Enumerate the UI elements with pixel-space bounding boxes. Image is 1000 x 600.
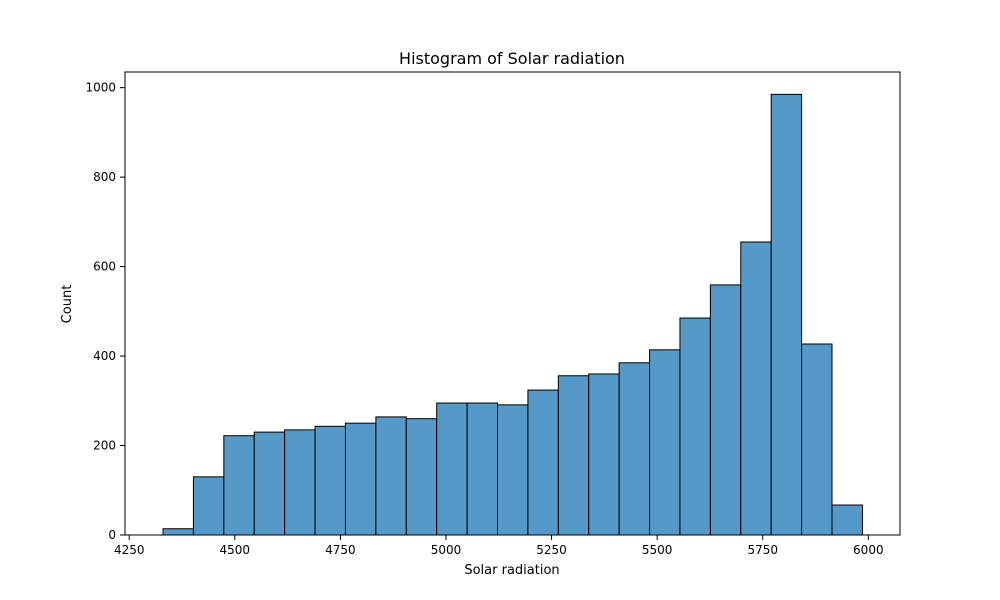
histogram-bar xyxy=(344,422,377,536)
histogram-bar xyxy=(588,373,620,536)
y-tick-label: 1000 xyxy=(85,81,116,95)
x-tick-label: 4750 xyxy=(325,543,356,557)
y-tick-label: 400 xyxy=(93,349,116,363)
y-tick-label: 600 xyxy=(93,260,116,274)
y-tick-label: 200 xyxy=(93,439,116,453)
histogram-bar xyxy=(497,404,529,536)
bars-group xyxy=(162,93,863,536)
histogram-bar xyxy=(801,343,833,536)
histogram-bar xyxy=(831,504,863,536)
chart-title: Histogram of Solar radiation xyxy=(399,49,625,68)
y-tick-label: 0 xyxy=(108,528,116,542)
histogram-bar xyxy=(466,402,499,536)
histogram-bar xyxy=(375,416,407,536)
histogram-bar xyxy=(649,349,681,536)
axes-group xyxy=(124,71,901,536)
histogram-bar xyxy=(436,402,468,536)
histogram-bar xyxy=(527,389,559,536)
histogram-bar xyxy=(192,476,225,536)
histogram-bar xyxy=(405,418,438,536)
histogram-bar xyxy=(557,375,590,536)
x-tick-label: 6000 xyxy=(853,543,884,557)
histogram-bar xyxy=(770,93,803,536)
y-axis-ticks: 0 200 400 600 800 1000 xyxy=(85,81,125,542)
histogram-bar xyxy=(284,429,316,536)
histogram-bar xyxy=(314,425,346,536)
histogram-bar xyxy=(740,241,772,536)
histogram-bar xyxy=(618,362,651,536)
y-axis-label: Count xyxy=(60,285,75,324)
x-tick-label: 5000 xyxy=(431,543,462,557)
x-axis-ticks: 4250 4500 4750 5000 5250 5500 5750 6000 xyxy=(114,535,884,557)
histogram-bar xyxy=(679,317,711,536)
x-tick-label: 4250 xyxy=(114,543,145,557)
x-tick-label: 5250 xyxy=(536,543,567,557)
histogram-bar xyxy=(253,431,286,536)
histogram-bar xyxy=(223,435,255,536)
x-tick-label: 4500 xyxy=(220,543,251,557)
histogram-bar xyxy=(709,284,742,536)
plot-frame xyxy=(124,71,901,536)
x-tick-label: 5500 xyxy=(642,543,673,557)
x-axis-label: Solar radiation xyxy=(464,563,559,578)
y-tick-label: 800 xyxy=(93,170,116,184)
histogram-bar xyxy=(162,528,194,536)
x-tick-label: 5750 xyxy=(747,543,778,557)
